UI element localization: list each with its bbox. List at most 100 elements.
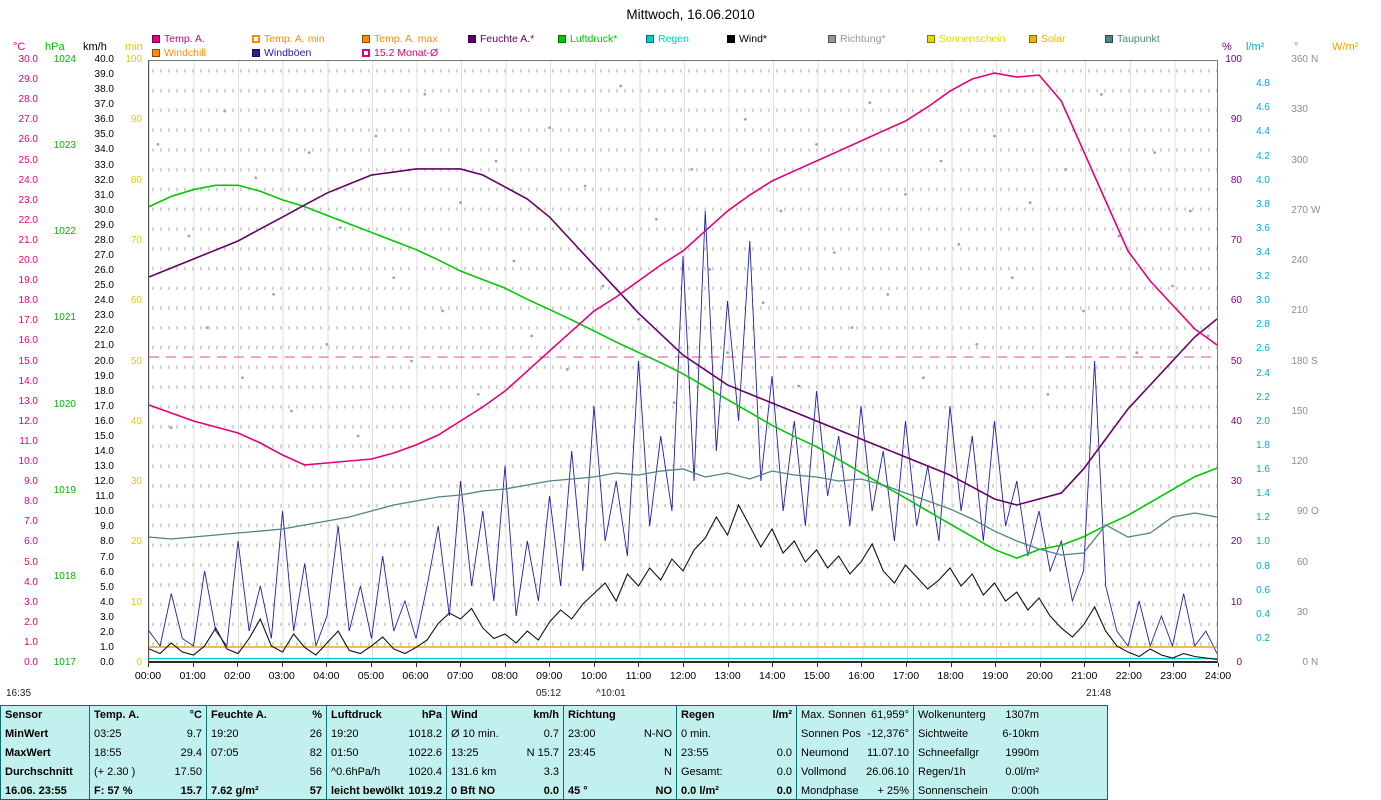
axis-tick-deg: 150 — [1286, 407, 1326, 417]
axis-tick-kmh: 34.0 — [0, 145, 114, 155]
feuchte-a-swatch-icon — [468, 35, 476, 43]
cell-label: 23:55 — [681, 744, 709, 763]
time-tick — [326, 663, 327, 667]
axis-tick-deg: 0N — [1286, 658, 1326, 668]
time-tick — [728, 663, 729, 667]
astro-row: Vollmond26.06.10 — [797, 763, 913, 782]
axis-tick-kmh: 1.0 — [0, 643, 114, 653]
axis-header-c: °C — [13, 41, 25, 53]
luftdruck-swatch-icon — [558, 35, 566, 43]
cell-value: 1990m — [1005, 744, 1039, 763]
cell-label: 19:20 — [331, 725, 359, 744]
cell-value: 82 — [310, 744, 322, 763]
cell-value: 0.0l/m² — [1005, 763, 1039, 782]
cell-label: Richtung — [568, 706, 616, 725]
time-label-19: 19:00 — [982, 670, 1008, 682]
temp-a-max-swatch-icon — [362, 35, 370, 43]
axis-tick-rain: 0.2 — [1246, 634, 1270, 644]
info-row: Sonnenschein0:00h — [914, 782, 1108, 800]
cell-label: Sichtweite — [918, 725, 968, 744]
axis-tick-sunmin: 90 — [0, 115, 142, 125]
cell-label: Feuchte A. — [211, 706, 267, 725]
time-label-3: 03:00 — [269, 670, 295, 682]
cell-label: Luftdruck — [331, 706, 382, 725]
cell-value: 26 — [310, 725, 322, 744]
time-tick — [193, 663, 194, 667]
axis-tick-kmh: 31.0 — [0, 191, 114, 201]
axis-tick-sunmin: 30 — [0, 477, 142, 487]
axis-tick-deg: 210 — [1286, 306, 1326, 316]
data-row: 7.62 g/m²57 — [207, 782, 326, 800]
axis-tick-deg: 240 — [1286, 256, 1326, 266]
axis-tick-rain: 1.0 — [1246, 537, 1270, 547]
legend-item-richtung: Richtung* — [828, 33, 886, 45]
cell-label: 45 ° — [568, 782, 588, 800]
axis-tick-kmh: 39.0 — [0, 70, 114, 80]
axis-tick-sunmin: 20 — [0, 537, 142, 547]
time-tick — [594, 663, 595, 667]
cell-value: 0.0 — [777, 744, 792, 763]
axis-tick-kmh: 6.0 — [0, 568, 114, 578]
axis-tick-deg: 60 — [1286, 558, 1326, 568]
cell-value: 6-10km — [1002, 725, 1039, 744]
row-header-sensor: Sensor — [1, 706, 89, 725]
axis-tick-sunmin: 50 — [0, 357, 142, 367]
col-header-row: LuftdruckhPa — [327, 706, 446, 725]
time-label-16: 16:00 — [848, 670, 874, 682]
time-tick — [1129, 663, 1130, 667]
time-tick — [1040, 663, 1041, 667]
axis-tick-rain: 4.6 — [1246, 103, 1270, 113]
time-label-13: 13:00 — [714, 670, 740, 682]
table-col-luftdruck: LuftdruckhPa19:201018.201:501022.6^0.6hP… — [326, 706, 446, 799]
data-row: 19:2026 — [207, 725, 326, 744]
cell-label: 03:25 — [94, 725, 122, 744]
15-2-monat-swatch-icon — [362, 49, 370, 57]
col-header-row: Feuchte A.% — [207, 706, 326, 725]
time-tick — [995, 663, 996, 667]
axis-header-min: min — [125, 41, 143, 53]
data-row: 07:0582 — [207, 744, 326, 763]
row-header-maxwert: MaxWert — [1, 744, 89, 763]
axis-tick-kmh: 13.0 — [0, 462, 114, 472]
cell-label: 7.62 g/m² — [211, 782, 259, 800]
cell-label: Regen/1h — [918, 763, 966, 782]
time-label-10: 10:00 — [581, 670, 607, 682]
cell-value: N 15.7 — [527, 744, 559, 763]
axis-tick-kmh: 18.0 — [0, 387, 114, 397]
axis-tick-sunmin: 100 — [0, 55, 142, 65]
time-tick — [1173, 663, 1174, 667]
axis-tick-sunmin: 60 — [0, 296, 142, 306]
cell-label: Regen — [681, 706, 715, 725]
time-label-15: 15:00 — [804, 670, 830, 682]
time-tick — [861, 663, 862, 667]
legend-label: Feuchte A.* — [480, 33, 534, 45]
col-header-row: Temp. A.°C — [90, 706, 206, 725]
cell-value: 1018.2 — [408, 725, 442, 744]
time-tick — [416, 663, 417, 667]
cell-value: 11.07.10 — [867, 744, 909, 763]
data-row: 23:55 0.0 — [677, 744, 796, 763]
legend-label: Temp. A. max — [374, 33, 438, 45]
axis-tick-kmh: 15.0 — [0, 432, 114, 442]
data-row: 23:00N-NO — [564, 725, 676, 744]
data-row: 19:20 1018.2 — [327, 725, 446, 744]
astro-row: Max. Sonnen61,959° — [797, 706, 913, 725]
axis-tick-deg: 330 — [1286, 105, 1326, 115]
legend-item-taupunkt: Taupunkt — [1105, 33, 1160, 45]
cell-label: Neumond — [801, 744, 849, 763]
table-row-header-col: SensorMinWertMaxWertDurchschnitt16.06. 2… — [1, 706, 89, 799]
legend-item-regen: Regen — [646, 33, 689, 45]
table-col-astro: Max. Sonnen61,959°Sonnen Pos-12,376°Neum… — [796, 706, 913, 799]
chart-plot-area — [148, 60, 1218, 663]
table-col-temp-a: Temp. A.°C03:259.718:5529.4(+ 2.30 )17.5… — [89, 706, 206, 799]
axis-tick-rain: 0.4 — [1246, 610, 1270, 620]
axis-tick-kmh: 5.0 — [0, 583, 114, 593]
axis-tick-rain: 4.0 — [1246, 176, 1270, 186]
axis-tick-deg: 270W — [1286, 206, 1326, 216]
time-label-12: 12:00 — [670, 670, 696, 682]
series-temp-line — [149, 73, 1217, 465]
col-header-row: Regenl/m² — [677, 706, 796, 725]
axis-tick-sunmin: 40 — [0, 417, 142, 427]
time-label-9: 09:00 — [536, 670, 562, 682]
axis-tick-kmh: 23.0 — [0, 311, 114, 321]
